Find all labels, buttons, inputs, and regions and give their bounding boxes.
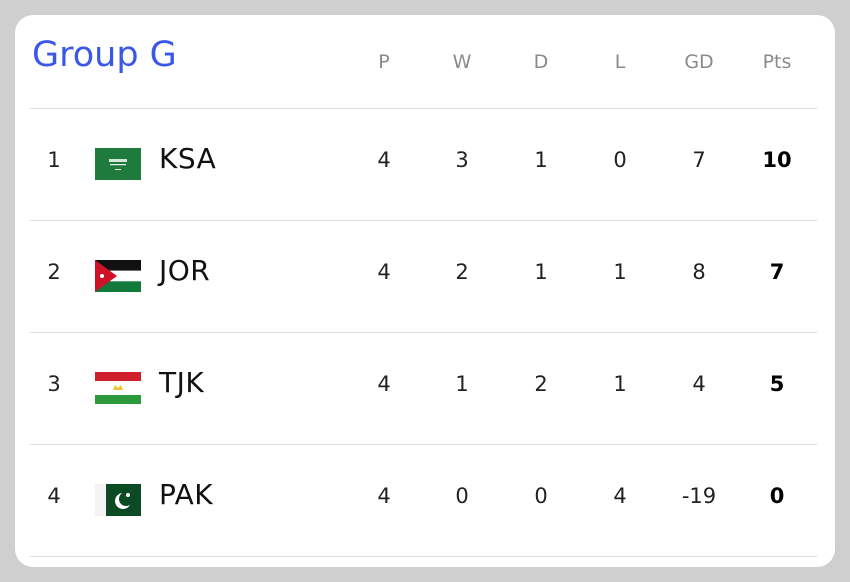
stat: 4 (613, 484, 627, 508)
rank: 3 (47, 372, 61, 396)
group-title: Group G (32, 35, 177, 75)
column-header: D (533, 51, 549, 73)
stat: 1 (455, 372, 469, 396)
team-name: PAK (159, 478, 214, 511)
team-name: TJK (159, 366, 205, 399)
column-header: GD (684, 51, 714, 73)
flag-jor (95, 260, 141, 292)
stat: 3 (455, 148, 469, 172)
divider (30, 332, 817, 333)
flag-pak (95, 484, 141, 516)
divider (30, 556, 817, 557)
divider (30, 220, 817, 221)
team-name: JOR (159, 254, 211, 287)
stat: -19 (681, 484, 717, 508)
stat: 1 (613, 260, 627, 284)
divider (30, 444, 817, 445)
column-header: L (614, 51, 626, 73)
rank: 1 (47, 148, 61, 172)
stat: 0 (534, 484, 548, 508)
column-header: Pts (762, 51, 792, 73)
points: 0 (769, 484, 785, 508)
stat: 8 (692, 260, 706, 284)
column-header: P (378, 51, 390, 73)
stat: 4 (377, 372, 391, 396)
team-row: 2 JOR 4 2 1 1 8 7 (15, 220, 835, 332)
column-header: W (452, 51, 472, 73)
stat: 1 (613, 372, 627, 396)
stat: 1 (534, 260, 548, 284)
flag-ksa (95, 148, 141, 180)
stat: 2 (534, 372, 548, 396)
team-row: 3 TJK 4 1 2 1 4 5 (15, 332, 835, 444)
stat: 1 (534, 148, 548, 172)
rank: 4 (47, 484, 61, 508)
divider (30, 108, 817, 109)
stat: 2 (455, 260, 469, 284)
points: 10 (762, 148, 792, 172)
rank: 2 (47, 260, 61, 284)
stat: 4 (692, 372, 706, 396)
stat: 0 (455, 484, 469, 508)
stat: 4 (377, 260, 391, 284)
points: 7 (769, 260, 785, 284)
standings-card: Group G P W D L GD Pts 1 KSA 4 3 1 0 7 10 2 J… (15, 15, 835, 567)
points: 5 (769, 372, 785, 396)
team-name: KSA (159, 142, 217, 175)
team-row: 4 PAK 4 0 0 4 -19 0 (15, 444, 835, 556)
stat: 0 (613, 148, 627, 172)
flag-tjk (95, 372, 141, 404)
stat: 7 (692, 148, 706, 172)
team-row: 1 KSA 4 3 1 0 7 10 (15, 108, 835, 220)
stat: 4 (377, 484, 391, 508)
stat: 4 (377, 148, 391, 172)
